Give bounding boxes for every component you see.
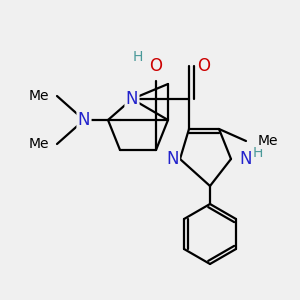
Text: N: N — [240, 150, 252, 168]
Text: H: H — [133, 50, 143, 64]
Text: O: O — [197, 57, 211, 75]
Text: Me: Me — [29, 137, 50, 151]
Text: N: N — [78, 111, 90, 129]
Text: N: N — [166, 150, 179, 168]
Text: N: N — [126, 90, 138, 108]
Text: Me: Me — [258, 134, 278, 148]
Text: H: H — [253, 146, 263, 160]
Text: Me: Me — [29, 89, 50, 103]
Text: O: O — [149, 57, 163, 75]
